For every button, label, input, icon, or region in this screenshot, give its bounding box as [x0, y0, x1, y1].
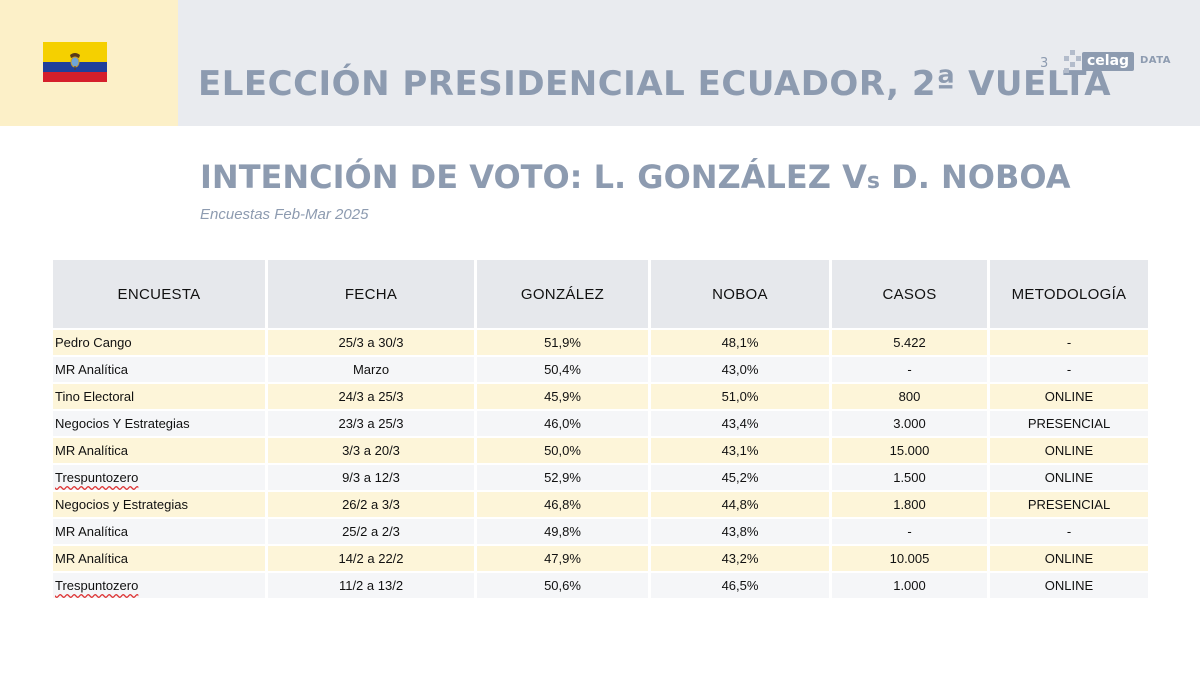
- cell-fecha: 11/2 a 13/2: [268, 573, 474, 598]
- cell-noboa: 44,8%: [651, 492, 829, 517]
- cell-casos: -: [832, 357, 987, 382]
- cell-metodologia: -: [990, 519, 1148, 544]
- cell-metodologia: -: [990, 357, 1148, 382]
- cell-casos: 3.000: [832, 411, 987, 436]
- section-title: INTENCIÓN DE VOTO: L. GONZÁLEZ Vs D. NOB…: [200, 158, 1070, 196]
- table-row: MR Analítica Marzo 50,4% 43,0% - -: [53, 357, 1148, 382]
- polls-table: ENCUESTA FECHA GONZÁLEZ NOBOA CASOS METO…: [50, 258, 1151, 600]
- cell-metodologia: ONLINE: [990, 384, 1148, 409]
- header-encuesta: ENCUESTA: [53, 260, 265, 328]
- cell-gonzalez: 47,9%: [477, 546, 648, 571]
- cell-fecha: 9/3 a 12/3: [268, 465, 474, 490]
- cell-casos: 10.005: [832, 546, 987, 571]
- section-title-end: D. NOBOA: [879, 158, 1071, 196]
- page-title: ELECCIÓN PRESIDENCIAL ECUADOR, 2ª VUELTA: [198, 64, 1112, 104]
- cell-fecha: 3/3 a 20/3: [268, 438, 474, 463]
- table-row: Trespuntozero 9/3 a 12/3 52,9% 45,2% 1.500 ON…: [53, 465, 1148, 490]
- cell-casos: 5.422: [832, 330, 987, 355]
- cell-casos: 1.800: [832, 492, 987, 517]
- cell-encuesta: MR Analítica: [53, 357, 265, 382]
- cell-encuesta: MR Analítica: [53, 438, 265, 463]
- table-row: Negocios y Estrategias 26/2 a 3/3 46,8% 44,…: [53, 492, 1148, 517]
- cell-noboa: 43,2%: [651, 546, 829, 571]
- cell-encuesta: MR Analítica: [53, 519, 265, 544]
- cell-casos: 1.000: [832, 573, 987, 598]
- cell-encuesta: Tino Electoral: [53, 384, 265, 409]
- cell-encuesta: Negocios y Estrategias: [53, 492, 265, 517]
- cell-metodologia: -: [990, 330, 1148, 355]
- cell-noboa: 51,0%: [651, 384, 829, 409]
- cell-noboa: 48,1%: [651, 330, 829, 355]
- cell-gonzalez: 46,8%: [477, 492, 648, 517]
- cell-encuesta: Negocios Y Estrategias: [53, 411, 265, 436]
- cell-encuesta: Trespuntozero: [53, 573, 265, 598]
- section-caption: Encuestas Feb-Mar 2025: [200, 206, 369, 223]
- cell-encuesta: MR Analítica: [53, 546, 265, 571]
- cell-fecha: 25/2 a 2/3: [268, 519, 474, 544]
- cell-metodologia: ONLINE: [990, 546, 1148, 571]
- brand-logo: celag DATA: [1064, 50, 1176, 74]
- header-metodologia: METODOLOGÍA: [990, 260, 1148, 328]
- cell-gonzalez: 50,4%: [477, 357, 648, 382]
- cell-noboa: 46,5%: [651, 573, 829, 598]
- brand-name: celag: [1082, 52, 1135, 71]
- cell-gonzalez: 50,0%: [477, 438, 648, 463]
- cell-noboa: 45,2%: [651, 465, 829, 490]
- cell-metodologia: PRESENCIAL: [990, 492, 1148, 517]
- table-row: Negocios Y Estrategias 23/3 a 25/3 46,0% 43…: [53, 411, 1148, 436]
- cell-gonzalez: 52,9%: [477, 465, 648, 490]
- cell-fecha: 25/3 a 30/3: [268, 330, 474, 355]
- cell-noboa: 43,0%: [651, 357, 829, 382]
- header-gonzalez: GONZÁLEZ: [477, 260, 648, 328]
- cell-encuesta: Pedro Cango: [53, 330, 265, 355]
- cell-metodologia: PRESENCIAL: [990, 411, 1148, 436]
- header-noboa: NOBOA: [651, 260, 829, 328]
- cell-noboa: 43,1%: [651, 438, 829, 463]
- brand-pixel-icon: [1064, 50, 1086, 74]
- cell-gonzalez: 50,6%: [477, 573, 648, 598]
- table-header-row: ENCUESTA FECHA GONZÁLEZ NOBOA CASOS METO…: [53, 260, 1148, 328]
- table-row: Tino Electoral 24/3 a 25/3 45,9% 51,0% 800 ON…: [53, 384, 1148, 409]
- section-title-main: INTENCIÓN DE VOTO: L. GONZÁLEZ V: [200, 158, 867, 196]
- cell-gonzalez: 46,0%: [477, 411, 648, 436]
- cell-fecha: 14/2 a 22/2: [268, 546, 474, 571]
- table-row: MR Analítica 14/2 a 22/2 47,9% 43,2% 10.005 O…: [53, 546, 1148, 571]
- coat-of-arms-icon: [70, 53, 80, 70]
- table-row: Pedro Cango 25/3 a 30/3 51,9% 48,1% 5.422-: [53, 330, 1148, 355]
- cell-noboa: 43,8%: [651, 519, 829, 544]
- cell-gonzalez: 45,9%: [477, 384, 648, 409]
- cell-noboa: 43,4%: [651, 411, 829, 436]
- cell-fecha: 24/3 a 25/3: [268, 384, 474, 409]
- table-row: MR Analítica 3/3 a 20/3 50,0% 43,1% 15.000 ON…: [53, 438, 1148, 463]
- cell-casos: 800: [832, 384, 987, 409]
- flag-panel: [0, 0, 178, 126]
- cell-fecha: Marzo: [268, 357, 474, 382]
- cell-fecha: 26/2 a 3/3: [268, 492, 474, 517]
- header-casos: CASOS: [832, 260, 987, 328]
- header-fecha: FECHA: [268, 260, 474, 328]
- cell-gonzalez: 51,9%: [477, 330, 648, 355]
- cell-casos: -: [832, 519, 987, 544]
- cell-casos: 15.000: [832, 438, 987, 463]
- header-band: [0, 0, 1200, 126]
- cell-gonzalez: 49,8%: [477, 519, 648, 544]
- cell-metodologia: ONLINE: [990, 465, 1148, 490]
- section-title-s: s: [866, 169, 880, 194]
- table-row: MR Analítica 25/2 a 2/3 49,8% 43,8% - -: [53, 519, 1148, 544]
- cell-metodologia: ONLINE: [990, 573, 1148, 598]
- ecuador-flag-icon: [43, 42, 107, 82]
- page-number: 3: [1040, 56, 1049, 71]
- table-row: Trespuntozero 11/2 a 13/2 50,6% 46,5% 1.000 O…: [53, 573, 1148, 598]
- cell-encuesta: Trespuntozero: [53, 465, 265, 490]
- cell-casos: 1.500: [832, 465, 987, 490]
- brand-suffix: DATA: [1140, 55, 1172, 66]
- cell-fecha: 23/3 a 25/3: [268, 411, 474, 436]
- cell-metodologia: ONLINE: [990, 438, 1148, 463]
